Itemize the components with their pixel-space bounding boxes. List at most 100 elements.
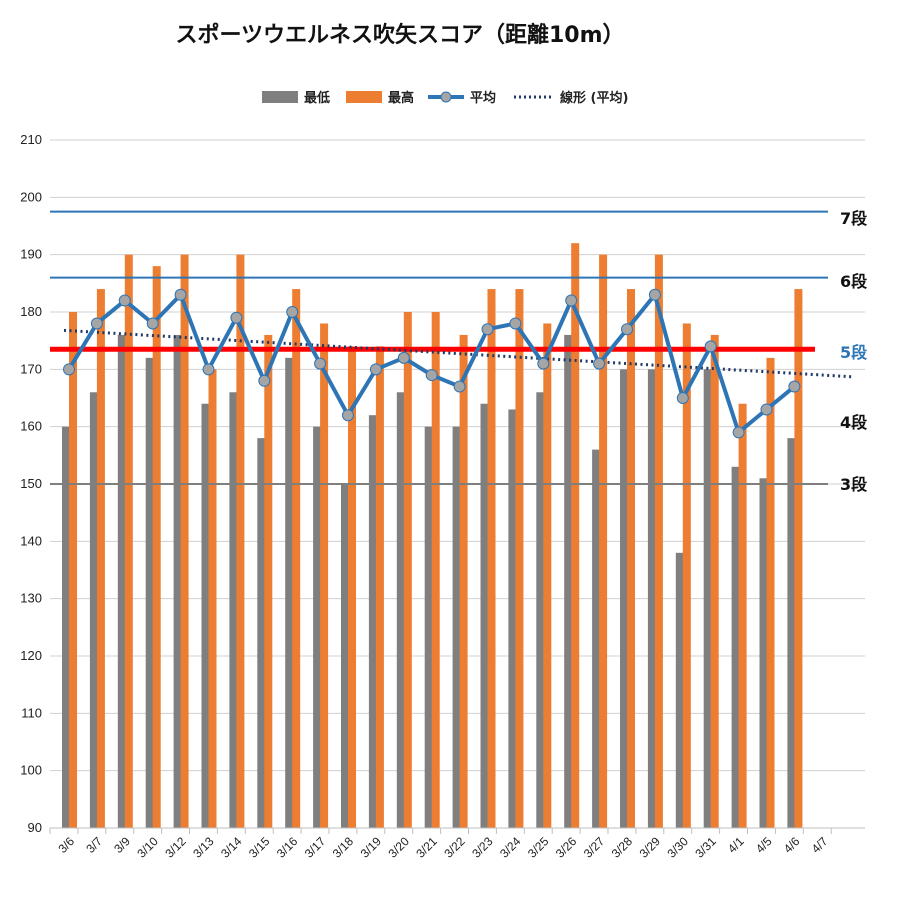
avg-point-3/20: [397, 351, 410, 364]
avg-point-3/9: [118, 294, 131, 307]
x-tick-label: 4/5: [753, 834, 775, 856]
y-tick-label: 120: [20, 648, 42, 663]
y-tick-label: 210: [20, 132, 42, 147]
bar-min-3/30: [675, 552, 684, 828]
avg-point-3/30: [676, 392, 689, 404]
y-tick-label: 160: [20, 419, 42, 434]
y-tick-label: 150: [20, 476, 42, 491]
avg-point-3/17: [314, 357, 327, 370]
bar-min-3/19: [368, 415, 377, 828]
avg-point-4/6: [788, 380, 801, 393]
y-tick-label: 180: [20, 304, 42, 319]
avg-point-3/29: [648, 288, 661, 301]
bar-min-3/13: [201, 403, 210, 828]
bar-max-3/16: [292, 289, 301, 829]
avg-point-3/21: [425, 369, 438, 382]
y-axis: 90 100 110 120 130 140 150 160 170 180 190 200 210: [20, 132, 42, 835]
legend: 最低 最高 平均 線形 (平均): [262, 90, 628, 106]
bar-min-3/25: [536, 392, 545, 828]
x-tick-label: 3/26: [553, 834, 580, 861]
bar-max-4/6: [794, 289, 803, 829]
bar-max-3/29: [654, 254, 663, 828]
bar-max-3/12: [180, 254, 189, 828]
x-tick-label: 3/27: [581, 834, 608, 861]
x-tick-label: 3/18: [330, 834, 357, 861]
avg-point-3/26: [565, 294, 578, 307]
bar-max-3/25: [543, 323, 552, 828]
avg-point-4/1: [732, 426, 745, 439]
avg-point-3/15: [258, 374, 271, 387]
x-tick-label: 3/14: [218, 834, 245, 861]
x-tick-label: 4/1: [725, 834, 747, 856]
bar-max-3/20: [403, 312, 412, 828]
bar-min-3/31: [703, 369, 712, 828]
avg-point-3/10: [146, 317, 159, 330]
bar-min-3/27: [592, 449, 601, 828]
bar-max-3/14: [236, 254, 245, 828]
x-tick-label: 3/22: [441, 834, 468, 861]
x-tick-label: 3/10: [134, 834, 161, 861]
avg-point-3/28: [621, 323, 633, 336]
bar-max-3/26: [571, 243, 580, 828]
x-tick-label: 3/7: [83, 834, 105, 856]
avg-point-3/24: [509, 317, 522, 330]
bar-min-3/22: [452, 426, 461, 828]
bar-min-3/10: [145, 357, 154, 828]
avg-point-3/25: [537, 357, 550, 370]
bar-min-4/5: [759, 478, 768, 828]
bar-max-3/18: [348, 346, 356, 828]
bar-min-3/29: [647, 369, 656, 828]
bar-max-3/22: [459, 334, 468, 828]
x-tick-label: 3/20: [386, 834, 413, 861]
bar-min-3/28: [620, 369, 628, 828]
bar-max-3/7: [96, 289, 105, 829]
bar-min-3/17: [313, 426, 322, 828]
legend-label-avg: 平均: [470, 90, 496, 106]
avg-point-3/19: [369, 363, 382, 376]
x-tick-label: 3/21: [413, 834, 440, 861]
bar-max-3/6: [69, 312, 77, 828]
average-line: [63, 288, 801, 439]
dan-label: 5段: [840, 343, 868, 362]
bar-min-3/16: [285, 357, 294, 828]
bar-min-3/9: [117, 334, 126, 828]
avg-point-3/7: [90, 317, 103, 330]
bar-max-3/13: [208, 369, 217, 828]
avg-point-3/13: [202, 363, 215, 376]
bar-max-3/27: [599, 254, 608, 828]
bar-min-4/1: [731, 466, 740, 828]
bar-max-3/24: [515, 289, 524, 829]
x-tick-label: 4/7: [809, 834, 831, 856]
bar-min-3/15: [257, 438, 266, 828]
reference-lines: [50, 210, 828, 485]
bar-max-3/23: [487, 289, 496, 829]
dan-label: 4段: [840, 413, 868, 432]
bar-min-3/18: [341, 484, 349, 828]
bar-max-4/5: [766, 357, 775, 828]
y-tick-label: 200: [20, 189, 42, 204]
bar-max-3/9: [124, 254, 133, 828]
legend-swatch-max: [346, 91, 382, 103]
bar-min-3/24: [508, 409, 517, 828]
dan-label: 3段: [840, 475, 868, 494]
bar-max-4/1: [738, 403, 747, 828]
bar-min-3/23: [480, 403, 489, 828]
dan-label: 7段: [840, 209, 868, 228]
avg-point-3/6: [63, 363, 75, 376]
x-tick-label: 3/25: [525, 834, 552, 861]
x-tick-label: 3/28: [609, 834, 636, 861]
x-tick-label: 3/16: [274, 834, 301, 861]
bar-max-3/10: [152, 266, 161, 829]
bar-min-3/21: [424, 426, 433, 828]
y-tick-label: 110: [21, 705, 42, 720]
x-tick-label: 3/13: [190, 834, 217, 861]
x-tick-label: 3/23: [469, 834, 496, 861]
avg-point-4/5: [760, 403, 773, 416]
y-tick-label: 90: [28, 820, 42, 835]
x-tick-label: 3/31: [692, 834, 719, 861]
y-tick-label: 190: [20, 247, 42, 262]
bar-min-3/26: [564, 334, 573, 828]
avg-point-3/16: [286, 306, 299, 318]
bar-max-3/28: [627, 289, 635, 829]
